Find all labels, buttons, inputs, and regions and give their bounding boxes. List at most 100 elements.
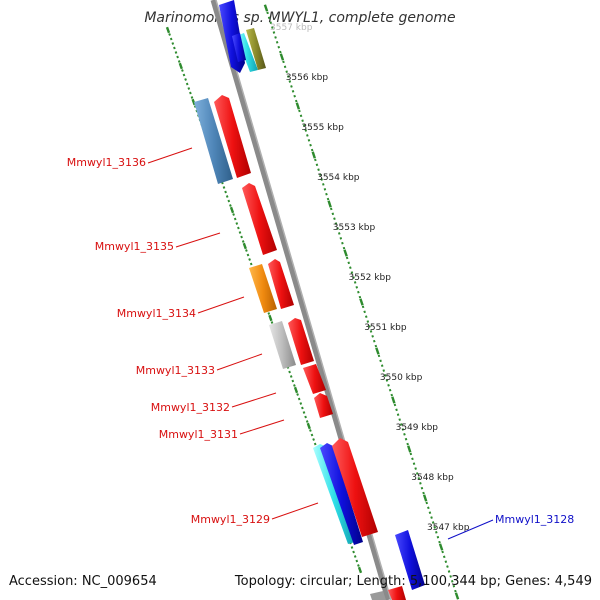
track-dot [266,11,269,15]
track-dot [224,190,227,194]
gene-label-leaders [147,147,494,540]
track-dot [169,37,173,41]
gene-label-3132[interactable]: Mmwyl1_3132 [151,401,230,414]
track-dot [377,354,381,358]
track-major-tick [295,102,301,110]
gene-feature-steelblue-3136[interactable] [194,98,233,184]
track-dot [302,124,306,127]
track-dot [372,339,376,343]
gene-feature-cyan-3129[interactable] [313,444,355,544]
track-dot [245,249,248,252]
gene-feature-blue-3128[interactable] [395,530,425,590]
track-dot [246,253,250,257]
track-dot [282,60,285,64]
track-dot [304,129,308,132]
gene-feature-red-3133[interactable] [288,318,314,365]
track-dot [350,546,354,549]
track-dot [310,148,314,152]
track-dot [452,584,456,588]
kbp-tick-label: 3549 kbp [396,423,439,433]
track-dot [190,96,194,99]
track-dot [174,51,178,54]
gene-feature-red-3129[interactable] [332,438,378,537]
track-dot [331,212,335,216]
track-dot [454,589,457,593]
track-dot [267,16,271,20]
track-dot [320,178,323,181]
track-dot [430,516,433,519]
track-dot [309,143,312,147]
track-dot [314,158,317,162]
track-dot [353,555,357,558]
track-dot [227,199,231,203]
track-dot [353,281,357,284]
track-dot [310,433,314,437]
track-dot [304,415,307,419]
track-dot [274,36,277,39]
accession-text: Accession: NC_009654 [9,574,157,589]
track-major-tick [327,200,332,208]
track-dot [283,65,287,69]
track-dot [176,55,179,59]
track-dot [291,89,295,93]
track-dot [438,540,441,544]
gene-label-3129[interactable]: Mmwyl1_3129 [191,513,270,526]
track-dot [385,379,389,382]
track-dot [414,467,417,470]
track-dot [449,575,452,578]
track-major-tick [165,26,171,34]
track-dot [294,99,298,103]
track-dot [398,418,401,421]
gene-feature-red-3136[interactable] [214,95,251,178]
track-dot [232,213,235,216]
track-dot [225,195,229,198]
track-dot [309,429,312,432]
track-major-tick [268,314,273,322]
gene-label-3128[interactable]: Mmwyl1_3128 [495,513,574,526]
gene-label-3131[interactable]: Mmwyl1_3131 [159,428,238,441]
track-dot [168,33,171,36]
gene-feature-blue-top-2[interactable] [232,33,246,62]
track-dot [237,226,240,230]
track-major-tick [407,445,412,453]
track-dot [419,482,422,485]
track-major-tick [357,566,363,574]
track-major-tick [279,53,285,61]
track-dot [428,511,432,515]
gene-label-3135[interactable]: Mmwyl1_3135 [95,240,174,253]
track-dot [450,579,454,583]
track-dot [301,406,304,410]
track-major-tick [438,543,444,551]
track-dot [271,26,274,29]
gene-label-3136[interactable]: Mmwyl1_3136 [67,156,146,169]
kbp-tick-label: 3554 kbp [317,173,360,183]
track-dot [435,531,438,534]
gene-feature-grey-bottom[interactable] [370,591,386,600]
gene-feature-red-bottom[interactable] [388,586,406,600]
gene-feature-red-3135[interactable] [242,183,277,255]
track-dot [277,45,281,49]
gene-feature-red-3131[interactable] [314,393,333,418]
gene-feature-red-3134[interactable] [268,259,294,309]
track-major-tick [242,242,247,250]
gene-feature-orange-3134[interactable] [249,264,277,313]
track-dot [427,506,430,510]
track-dot [334,222,338,225]
gene-feature-red-3132[interactable] [303,364,326,394]
track-dot [290,85,293,88]
kbp-tick-label: 3555 kbp [301,123,344,133]
track-dot [286,75,290,78]
gene-label-3134[interactable]: Mmwyl1_3134 [117,307,196,320]
track-dot [229,204,232,207]
gene-feature-olive-top[interactable] [246,28,266,70]
gene-feature-grey-3133[interactable] [269,321,296,369]
track-dot [447,570,451,573]
gene-label-3133[interactable]: Mmwyl1_3133 [136,364,215,377]
gene-feature-blue-3129[interactable] [320,443,363,545]
track-dot [269,21,273,25]
track-dot [395,408,398,412]
track-dot [366,320,370,323]
track-dot [235,222,239,225]
track-dot [355,559,359,563]
track-dot [298,109,301,113]
